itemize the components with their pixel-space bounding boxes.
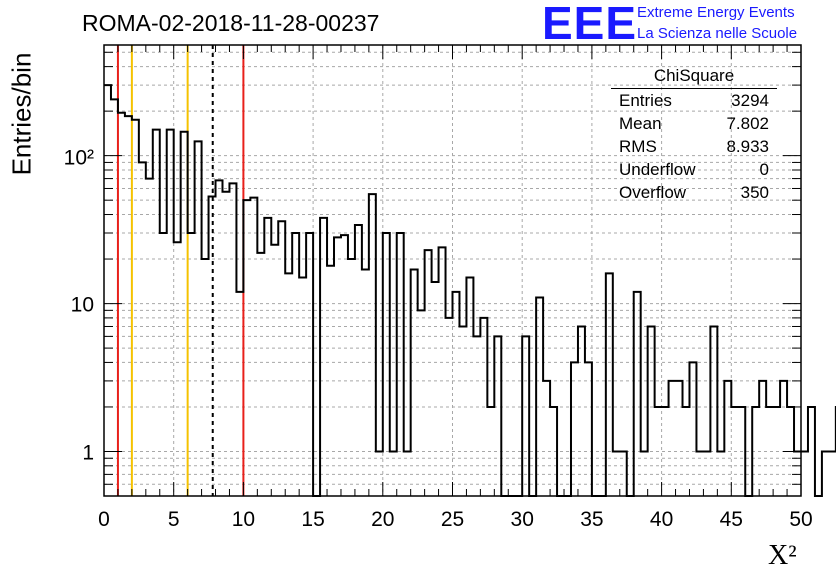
stats-box: ChiSquare Entries 3294 Mean 7.802 RMS 8.933… xyxy=(611,66,777,204)
stats-label: Underflow xyxy=(619,160,696,179)
x-tick-label: 35 xyxy=(580,508,603,531)
stats-title: ChiSquare xyxy=(611,66,777,89)
stats-label: Mean xyxy=(619,114,662,133)
x-tick-label: 5 xyxy=(168,508,180,531)
y-tick-label: 10² xyxy=(64,147,94,170)
chart-title: ROMA-02-2018-11-28-00237 xyxy=(82,10,380,36)
logo-line-2: La Scienza nelle Scuole xyxy=(637,25,798,42)
stats-value: 3294 xyxy=(731,91,769,110)
tick-labels: 0 5 10 15 20 25 30 35 40 45 50 1 10 10² xyxy=(64,147,813,531)
x-tick-label: 40 xyxy=(650,508,673,531)
y-axis-label: Entries/bin xyxy=(6,52,37,176)
stats-value: 0 xyxy=(759,160,769,179)
x-axis-label: X² xyxy=(768,540,797,571)
reference-lines xyxy=(116,45,245,496)
x-tick-label: 0 xyxy=(98,508,110,531)
axis-ticks xyxy=(103,45,802,497)
stats-row: RMS 8.933 xyxy=(611,135,777,158)
x-tick-label: 25 xyxy=(441,508,464,531)
stats-row: Overflow 350 xyxy=(611,181,777,204)
logo-line-1: Extreme Energy Events xyxy=(637,4,795,21)
grid-lines xyxy=(104,45,801,497)
stats-row: Entries 3294 xyxy=(611,89,777,112)
stats-value: 7.802 xyxy=(726,114,769,133)
x-tick-label: 15 xyxy=(301,508,324,531)
y-tick-label: 1 xyxy=(82,441,94,464)
x-tick-label: 10 xyxy=(232,508,255,531)
stats-label: Overflow xyxy=(619,183,687,202)
x-tick-label: 30 xyxy=(511,508,534,531)
y-tick-label: 10 xyxy=(71,294,94,317)
eee-logo: EEE xyxy=(542,0,638,49)
x-tick-label: 50 xyxy=(789,508,812,531)
stats-value: 350 xyxy=(740,183,769,202)
histogram-line xyxy=(104,84,836,497)
x-tick-label: 45 xyxy=(720,508,743,531)
stats-label: Entries xyxy=(619,91,672,110)
x-tick-label: 20 xyxy=(371,508,394,531)
stats-value: 8.933 xyxy=(726,137,769,156)
stats-row: Underflow 0 xyxy=(611,158,777,181)
stats-row: Mean 7.802 xyxy=(611,112,777,135)
stats-label: RMS xyxy=(619,137,657,156)
